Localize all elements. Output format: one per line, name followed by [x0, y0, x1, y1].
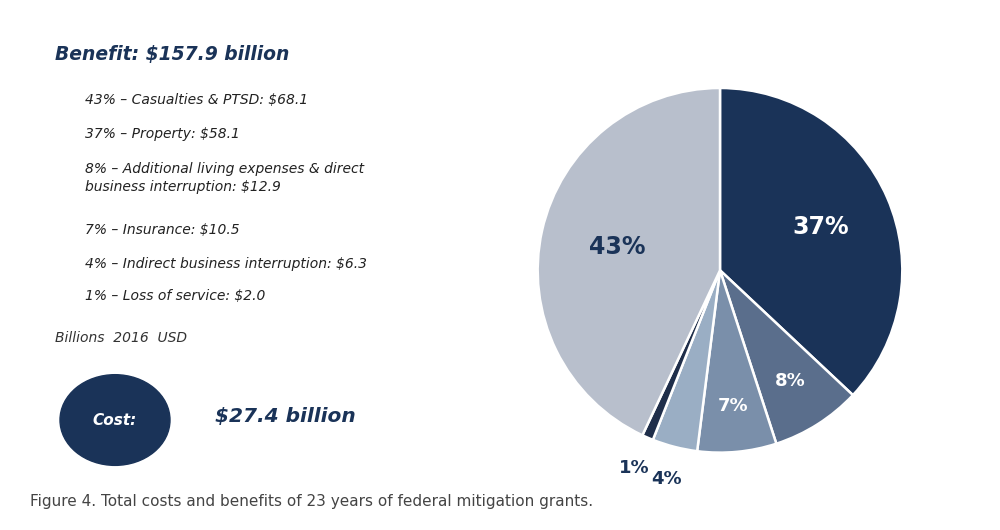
Text: 7% – Insurance: $10.5: 7% – Insurance: $10.5 [85, 223, 240, 236]
Text: 8% – Additional living expenses & direct
business interruption: $12.9: 8% – Additional living expenses & direct… [85, 162, 364, 193]
Text: 1%: 1% [619, 459, 650, 477]
Text: 8%: 8% [775, 372, 806, 390]
Text: 43% – Casualties & PTSD: $68.1: 43% – Casualties & PTSD: $68.1 [85, 93, 308, 107]
Ellipse shape [60, 375, 170, 465]
Text: Cost:: Cost: [93, 412, 137, 428]
Text: 4%: 4% [651, 470, 682, 488]
Text: Figure 4. Total costs and benefits of 23 years of federal mitigation grants.: Figure 4. Total costs and benefits of 23… [30, 494, 593, 509]
Text: 7%: 7% [718, 398, 748, 416]
Text: $27.4 billion: $27.4 billion [215, 407, 356, 426]
Wedge shape [720, 88, 902, 395]
Text: 1% – Loss of service: $2.0: 1% – Loss of service: $2.0 [85, 289, 265, 303]
Wedge shape [697, 270, 776, 453]
Text: Benefit: $157.9 billion: Benefit: $157.9 billion [55, 45, 289, 64]
Text: Billions  2016  USD: Billions 2016 USD [55, 331, 187, 345]
Wedge shape [538, 88, 720, 435]
Wedge shape [653, 270, 720, 451]
Wedge shape [642, 270, 720, 440]
Text: 43%: 43% [589, 235, 645, 259]
Text: 37% – Property: $58.1: 37% – Property: $58.1 [85, 127, 240, 141]
Text: 4% – Indirect business interruption: $6.3: 4% – Indirect business interruption: $6.… [85, 257, 367, 271]
Text: 37%: 37% [792, 215, 849, 239]
Wedge shape [720, 270, 853, 444]
